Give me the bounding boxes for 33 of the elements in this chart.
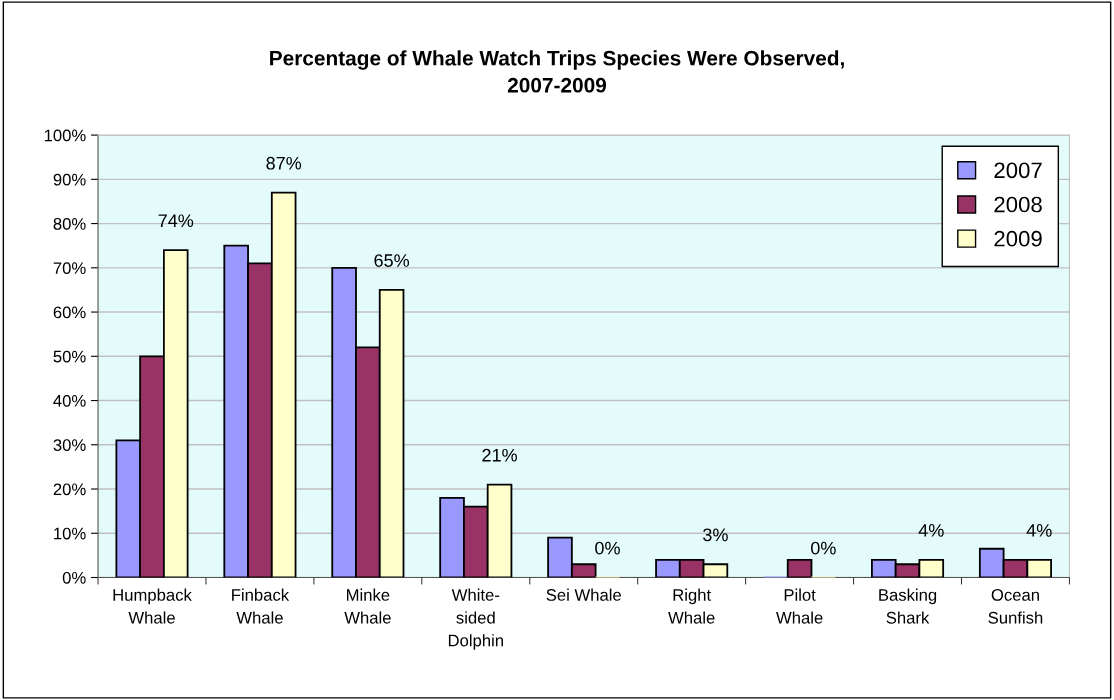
x-tick-label: Right Whale bbox=[668, 588, 715, 624]
y-tick-label: 0% bbox=[62, 571, 86, 584]
x-tick-label: Finback Whale bbox=[232, 588, 290, 624]
y-tick-label: 80% bbox=[53, 217, 86, 230]
x-tick-label: Ocean Sunfish bbox=[988, 589, 1043, 624]
y-tick-label: 100% bbox=[44, 129, 86, 142]
legend-label: 2007 bbox=[994, 162, 1042, 179]
data-label: 74% bbox=[158, 214, 194, 228]
data-label: 4% bbox=[918, 524, 944, 537]
y-tick-label: 10% bbox=[54, 527, 86, 540]
x-tick-label: Pilot Whale bbox=[776, 588, 823, 624]
x-tick-label: White- sided Dolphin bbox=[448, 588, 503, 650]
data-label: 4% bbox=[1026, 524, 1052, 537]
y-tick-label: 40% bbox=[53, 394, 86, 407]
x-tick-label: Minke Whale bbox=[344, 588, 391, 624]
x-tick-label: Basking Shark bbox=[879, 588, 937, 624]
chart-title: Percentage of Whale Watch Trips Species Were Observed, 2007-2009 bbox=[270, 50, 844, 93]
y-tick-label: 30% bbox=[53, 439, 86, 451]
x-tick-label: Sei Whale bbox=[546, 588, 621, 601]
y-tick-label: 90% bbox=[53, 173, 86, 186]
y-tick-label: 50% bbox=[53, 350, 86, 363]
y-tick-label: 20% bbox=[53, 483, 86, 496]
data-label: 65% bbox=[374, 254, 410, 267]
data-label: 87% bbox=[266, 156, 302, 170]
x-tick-label: Humpback Whale bbox=[113, 588, 192, 624]
y-tick-label: 70% bbox=[53, 262, 86, 275]
data-label: 21% bbox=[482, 448, 517, 462]
legend-label: 2008 bbox=[994, 196, 1042, 213]
data-label: 0% bbox=[811, 541, 836, 555]
data-label: 0% bbox=[595, 541, 620, 555]
legend-label: 2009 bbox=[994, 230, 1042, 247]
y-tick-label: 60% bbox=[53, 306, 86, 319]
data-label: 3% bbox=[703, 528, 728, 542]
